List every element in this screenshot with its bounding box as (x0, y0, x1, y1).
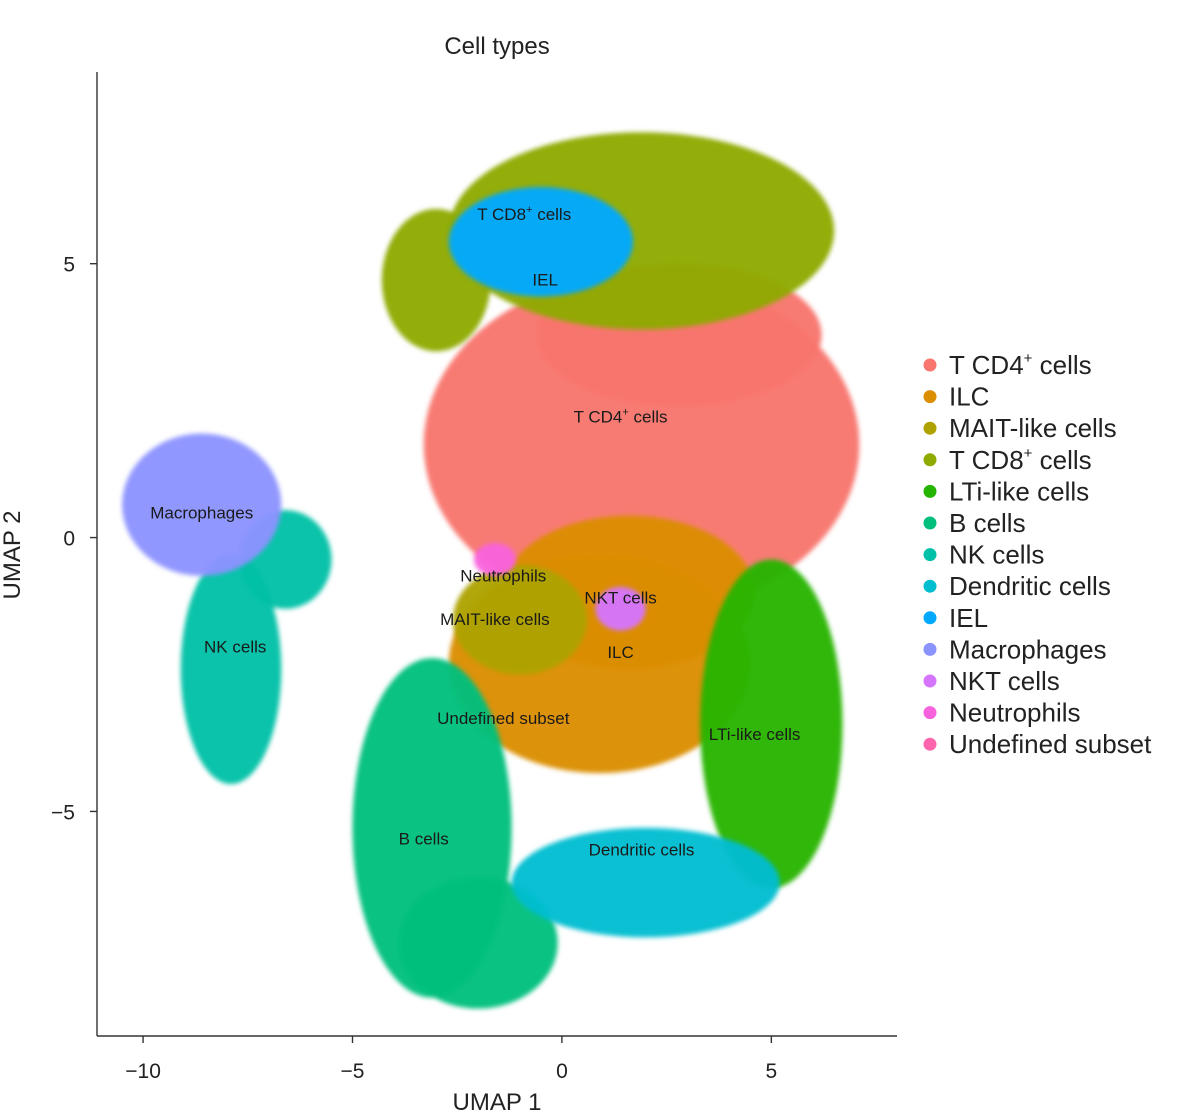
y-tick-label: −5 (51, 801, 75, 824)
cluster-label: NK cells (204, 638, 266, 657)
cluster-label: B cells (399, 829, 449, 848)
cluster-iel (448, 187, 634, 297)
legend-label: LTi-like cells (949, 476, 1089, 506)
cluster-region (448, 187, 634, 297)
legend-label: T CD4+ cells (949, 350, 1092, 380)
legend-swatch (923, 706, 937, 720)
legend-swatch (923, 421, 937, 435)
legend-item: NK cells (923, 540, 1044, 570)
cluster-region (511, 827, 780, 938)
legend-item: Macrophages (923, 634, 1107, 664)
legend-item: B cells (923, 508, 1026, 538)
axes: −10 −5 0 5 −5 0 5 (51, 72, 897, 1083)
legend-label: Neutrophils (949, 698, 1081, 728)
legend-item: Neutrophils (923, 698, 1081, 728)
legend-swatch (923, 737, 937, 751)
legend-label: Undefined subset (949, 729, 1152, 759)
cluster-region (595, 586, 646, 631)
legend-label: T CD8+ cells (949, 445, 1092, 475)
legend-item: T CD8+ cells (923, 445, 1092, 475)
legend-label: Macrophages (949, 634, 1107, 664)
legend-label: B cells (949, 508, 1026, 538)
legend-swatch (923, 358, 937, 372)
cluster-lti-like-cells (700, 559, 843, 889)
cluster-label: LTi-like cells (709, 725, 801, 744)
x-tick-label: 5 (766, 1060, 778, 1083)
cluster-region (398, 877, 558, 1009)
legend-label: NKT cells (949, 666, 1060, 696)
cluster-mait-like-cells (453, 564, 588, 675)
cluster-macrophages (122, 433, 282, 576)
legend-label: MAIT-like cells (949, 413, 1117, 443)
cluster-label: NKT cells (584, 588, 656, 607)
cluster-label: Dendritic cells (589, 840, 695, 859)
x-tick-label: 0 (556, 1060, 568, 1083)
legend-swatch (923, 611, 937, 625)
data-clusters (122, 132, 860, 1009)
y-tick-label: 0 (63, 528, 75, 551)
x-axis-title: UMAP 1 (453, 1089, 542, 1116)
legend-item: MAIT-like cells (923, 413, 1117, 443)
cluster-label: ILC (607, 643, 633, 662)
cluster-label: IEL (532, 271, 558, 290)
legend-label: NK cells (949, 540, 1044, 570)
legend-swatch (923, 390, 937, 404)
cluster-label: T CD4+ cells (574, 407, 668, 427)
cluster-label: T CD8+ cells (477, 204, 571, 224)
cluster-label: Neutrophils (460, 566, 546, 585)
cluster-neutrophils (473, 543, 516, 576)
cluster-label: Undefined subset (437, 709, 570, 728)
legend-swatch (923, 516, 937, 530)
cluster-nkt-cells (595, 586, 646, 631)
legend-item: Dendritic cells (923, 571, 1111, 601)
legend-item: Undefined subset (923, 729, 1152, 759)
cluster-dendritic-cells (511, 827, 780, 938)
cluster-region (453, 564, 588, 675)
legend-swatch (923, 453, 937, 467)
legend-swatch (923, 579, 937, 593)
cluster-label: MAIT-like cells (440, 610, 550, 629)
legend-item: LTi-like cells (923, 476, 1089, 506)
x-tick-label: −5 (341, 1060, 365, 1083)
legend-label: IEL (949, 603, 988, 633)
legend-item: IEL (923, 603, 988, 633)
cluster-region (700, 559, 843, 889)
chart-title: Cell types (444, 33, 549, 60)
legend-swatch (923, 642, 937, 656)
cluster-region (122, 433, 282, 576)
cluster-region (180, 554, 282, 785)
cluster-labels: T CD4+ cells ILC MAIT-like cells T CD8+ cel… (150, 204, 800, 859)
legend-item: NKT cells (923, 666, 1060, 696)
legend-label: Dendritic cells (949, 571, 1111, 601)
cluster-region (473, 543, 516, 576)
cluster-label: Macrophages (150, 503, 253, 522)
legend-item: ILC (923, 382, 989, 412)
x-tick-label: −10 (125, 1060, 161, 1083)
y-axis-title: UMAP 2 (0, 511, 26, 600)
legend-swatch (923, 484, 937, 498)
legend-swatch (923, 548, 937, 562)
legend-label: ILC (949, 382, 989, 412)
y-tick-label: 5 (63, 254, 75, 277)
cluster-b-cells (352, 658, 558, 1009)
legend-swatch (923, 674, 937, 688)
legend-item: T CD4+ cells (923, 350, 1092, 380)
